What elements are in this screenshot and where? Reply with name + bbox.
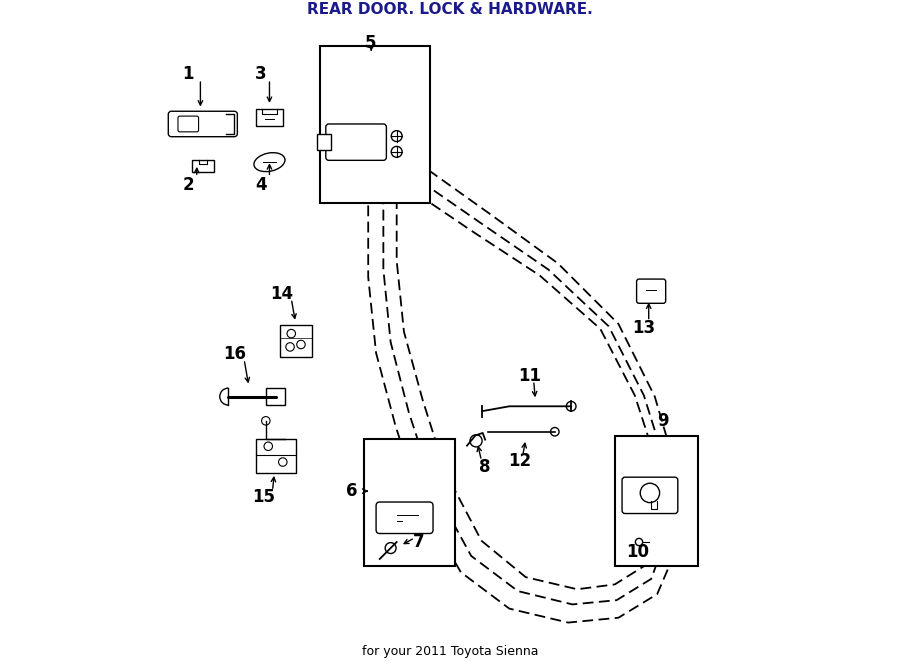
Bar xyxy=(192,161,213,173)
Text: 6: 6 xyxy=(346,482,357,500)
Text: 3: 3 xyxy=(256,65,266,83)
Bar xyxy=(266,388,284,405)
Text: 1: 1 xyxy=(183,65,194,83)
Circle shape xyxy=(297,340,305,349)
Bar xyxy=(281,325,312,357)
Text: 7: 7 xyxy=(413,533,424,551)
Circle shape xyxy=(287,329,295,338)
Text: 2: 2 xyxy=(183,176,194,194)
Circle shape xyxy=(278,458,287,466)
Text: 11: 11 xyxy=(518,367,542,385)
FancyBboxPatch shape xyxy=(376,502,433,533)
Circle shape xyxy=(566,401,576,411)
Text: 10: 10 xyxy=(626,543,649,561)
FancyBboxPatch shape xyxy=(326,124,386,161)
Circle shape xyxy=(385,543,396,553)
Bar xyxy=(256,439,295,473)
Text: 13: 13 xyxy=(633,319,655,336)
Circle shape xyxy=(286,342,294,351)
Text: 8: 8 xyxy=(480,458,491,476)
Bar xyxy=(615,436,698,566)
Text: for your 2011 Toyota Sienna: for your 2011 Toyota Sienna xyxy=(362,645,538,658)
FancyBboxPatch shape xyxy=(178,116,199,132)
Text: 4: 4 xyxy=(256,176,266,194)
Text: 12: 12 xyxy=(508,452,531,470)
Text: REAR DOOR. LOCK & HARDWARE.: REAR DOOR. LOCK & HARDWARE. xyxy=(307,2,593,17)
Text: 15: 15 xyxy=(252,488,274,506)
Bar xyxy=(256,110,283,126)
FancyBboxPatch shape xyxy=(168,111,238,137)
Circle shape xyxy=(551,428,559,436)
FancyBboxPatch shape xyxy=(636,279,666,303)
Text: 9: 9 xyxy=(657,412,669,430)
Ellipse shape xyxy=(254,153,285,172)
FancyBboxPatch shape xyxy=(622,477,678,514)
Bar xyxy=(364,439,454,566)
Bar xyxy=(320,46,430,203)
Circle shape xyxy=(264,442,273,451)
Circle shape xyxy=(392,146,402,157)
Circle shape xyxy=(262,416,270,425)
Bar xyxy=(317,134,331,150)
Circle shape xyxy=(635,538,643,545)
Circle shape xyxy=(640,483,660,502)
Circle shape xyxy=(392,131,402,141)
Text: 14: 14 xyxy=(270,285,293,303)
Text: 16: 16 xyxy=(223,345,247,363)
Text: 5: 5 xyxy=(364,34,376,52)
